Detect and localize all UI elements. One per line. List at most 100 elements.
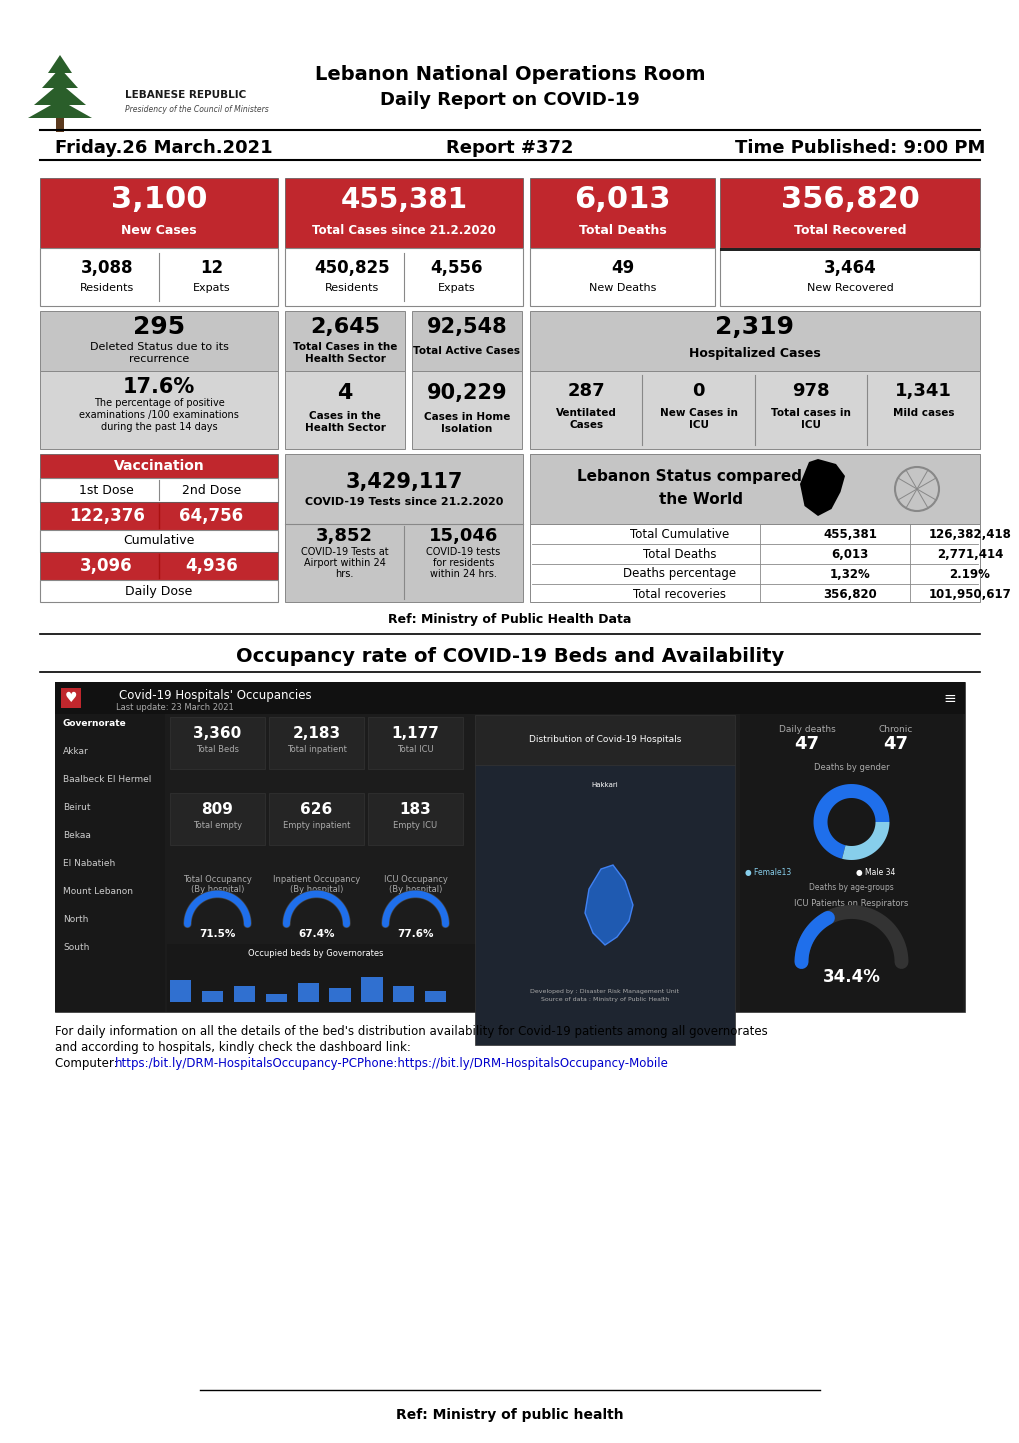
Bar bbox=[284, 177, 523, 248]
Text: 4,556: 4,556 bbox=[430, 258, 482, 277]
Bar bbox=[368, 794, 463, 846]
Text: Health Sector: Health Sector bbox=[305, 423, 385, 433]
Text: LEBANESE REPUBLIC: LEBANESE REPUBLIC bbox=[125, 89, 246, 100]
Text: Total Active Cases: Total Active Cases bbox=[413, 346, 520, 356]
Text: 626: 626 bbox=[300, 801, 332, 817]
Text: New Recovered: New Recovered bbox=[806, 283, 893, 293]
Text: Total Cases in the: Total Cases in the bbox=[292, 342, 396, 352]
Text: during the past 14 days: during the past 14 days bbox=[101, 421, 217, 431]
Text: 3,360: 3,360 bbox=[194, 726, 242, 740]
Text: ≡: ≡ bbox=[943, 691, 956, 706]
Text: 17.6%: 17.6% bbox=[122, 377, 195, 397]
Text: Total inpatient: Total inpatient bbox=[286, 745, 346, 753]
Text: Residents: Residents bbox=[324, 283, 378, 293]
Text: Ref: Ministry of Public Health Data: Ref: Ministry of Public Health Data bbox=[388, 613, 631, 626]
Text: Inpatient Occupancy: Inpatient Occupancy bbox=[273, 874, 360, 883]
Text: ICU Patients on Respirators: ICU Patients on Respirators bbox=[794, 899, 908, 909]
Text: 356,820: 356,820 bbox=[822, 587, 876, 600]
Text: North: North bbox=[63, 915, 89, 925]
Text: Hospitalized Cases: Hospitalized Cases bbox=[689, 346, 820, 359]
Text: ● Female13: ● Female13 bbox=[744, 867, 791, 876]
Bar bbox=[40, 248, 278, 306]
Text: 12: 12 bbox=[200, 258, 223, 277]
Text: 47: 47 bbox=[882, 734, 908, 753]
Text: Expats: Expats bbox=[193, 283, 230, 293]
Text: COVID-19 tests: COVID-19 tests bbox=[426, 547, 500, 557]
Text: El Nabatieh: El Nabatieh bbox=[63, 860, 115, 869]
Text: Deaths percentage: Deaths percentage bbox=[623, 567, 736, 580]
Bar bbox=[329, 988, 351, 1001]
Bar bbox=[55, 714, 165, 1012]
Text: the World: the World bbox=[658, 492, 742, 506]
Text: 3,852: 3,852 bbox=[316, 527, 373, 545]
Text: (By hospital): (By hospital) bbox=[191, 885, 244, 893]
Text: (By hospital): (By hospital) bbox=[289, 885, 342, 893]
Text: Total Cases since 21.2.2020: Total Cases since 21.2.2020 bbox=[312, 224, 495, 237]
Text: Friday.26 March.2021: Friday.26 March.2021 bbox=[55, 139, 272, 157]
Bar bbox=[475, 765, 735, 1045]
Bar bbox=[298, 983, 319, 1001]
Text: Empty ICU: Empty ICU bbox=[393, 821, 437, 830]
Bar bbox=[368, 717, 463, 769]
Bar bbox=[530, 371, 979, 449]
Bar bbox=[56, 118, 64, 131]
Bar bbox=[412, 371, 522, 449]
Text: The percentage of positive: The percentage of positive bbox=[94, 398, 224, 408]
Text: Presidency of the Council of Ministers: Presidency of the Council of Ministers bbox=[125, 104, 268, 114]
Text: Expats: Expats bbox=[437, 283, 475, 293]
Polygon shape bbox=[34, 84, 86, 105]
Text: Ventilated: Ventilated bbox=[555, 408, 616, 418]
Text: Computer:: Computer: bbox=[55, 1058, 121, 1071]
Text: 92,548: 92,548 bbox=[426, 317, 506, 338]
Bar bbox=[233, 986, 255, 1001]
Text: Time Published: 9:00 PM: Time Published: 9:00 PM bbox=[734, 139, 984, 157]
Bar bbox=[170, 794, 265, 846]
Text: 2,771,414: 2,771,414 bbox=[935, 547, 1003, 560]
Text: (By hospital): (By hospital) bbox=[388, 885, 442, 893]
Bar bbox=[170, 717, 265, 769]
Bar bbox=[40, 455, 278, 478]
Text: 47: 47 bbox=[794, 734, 818, 753]
Bar bbox=[412, 312, 522, 371]
Text: 455,381: 455,381 bbox=[822, 528, 876, 541]
Text: Cases in the: Cases in the bbox=[309, 411, 380, 421]
Bar bbox=[265, 994, 286, 1001]
Text: South: South bbox=[63, 944, 90, 952]
Text: Baalbeck El Hermel: Baalbeck El Hermel bbox=[63, 775, 151, 785]
Bar bbox=[40, 312, 278, 371]
Text: ● Male 34: ● Male 34 bbox=[856, 867, 895, 876]
Text: 126,382,418: 126,382,418 bbox=[927, 528, 1011, 541]
Text: Deleted Status due to its: Deleted Status due to its bbox=[90, 342, 228, 352]
Text: Airport within 24: Airport within 24 bbox=[304, 558, 385, 569]
Text: Source of data : Ministry of Public Health: Source of data : Ministry of Public Heal… bbox=[540, 997, 668, 1003]
Text: Total empty: Total empty bbox=[193, 821, 242, 830]
Bar bbox=[530, 455, 979, 524]
Text: Governorate: Governorate bbox=[63, 720, 126, 729]
Bar bbox=[739, 714, 962, 1012]
Bar bbox=[719, 248, 979, 251]
Text: 2.19%: 2.19% bbox=[949, 567, 989, 580]
Text: 1st Dose: 1st Dose bbox=[79, 483, 133, 496]
Text: Lebanon Status compared to: Lebanon Status compared to bbox=[577, 469, 824, 483]
Bar bbox=[530, 312, 979, 371]
Text: COVID-19 Tests since 21.2.2020: COVID-19 Tests since 21.2.2020 bbox=[305, 496, 502, 506]
Text: Last update: 23 March 2021: Last update: 23 March 2021 bbox=[116, 703, 233, 711]
Bar bbox=[55, 683, 964, 1012]
Text: Covid-19 Hospitals' Occupancies: Covid-19 Hospitals' Occupancies bbox=[118, 688, 311, 701]
Text: Daily deaths: Daily deaths bbox=[777, 726, 835, 734]
Text: 3,088: 3,088 bbox=[81, 258, 132, 277]
Text: 6,013: 6,013 bbox=[830, 547, 868, 560]
Polygon shape bbox=[799, 459, 844, 517]
Text: 287: 287 bbox=[567, 382, 604, 400]
Text: Total recoveries: Total recoveries bbox=[633, 587, 726, 600]
Text: 356,820: 356,820 bbox=[780, 186, 918, 215]
Text: 122,376: 122,376 bbox=[68, 506, 145, 525]
Text: Deaths by gender: Deaths by gender bbox=[813, 762, 889, 772]
Text: 2nd Dose: 2nd Dose bbox=[181, 483, 240, 496]
Text: Distribution of Covid-19 Hospitals: Distribution of Covid-19 Hospitals bbox=[528, 736, 681, 745]
Polygon shape bbox=[842, 823, 889, 860]
Text: Empty inpatient: Empty inpatient bbox=[282, 821, 350, 830]
Polygon shape bbox=[813, 784, 889, 859]
Text: Mount Lebanon: Mount Lebanon bbox=[63, 887, 132, 896]
Text: Akkar: Akkar bbox=[63, 747, 89, 756]
